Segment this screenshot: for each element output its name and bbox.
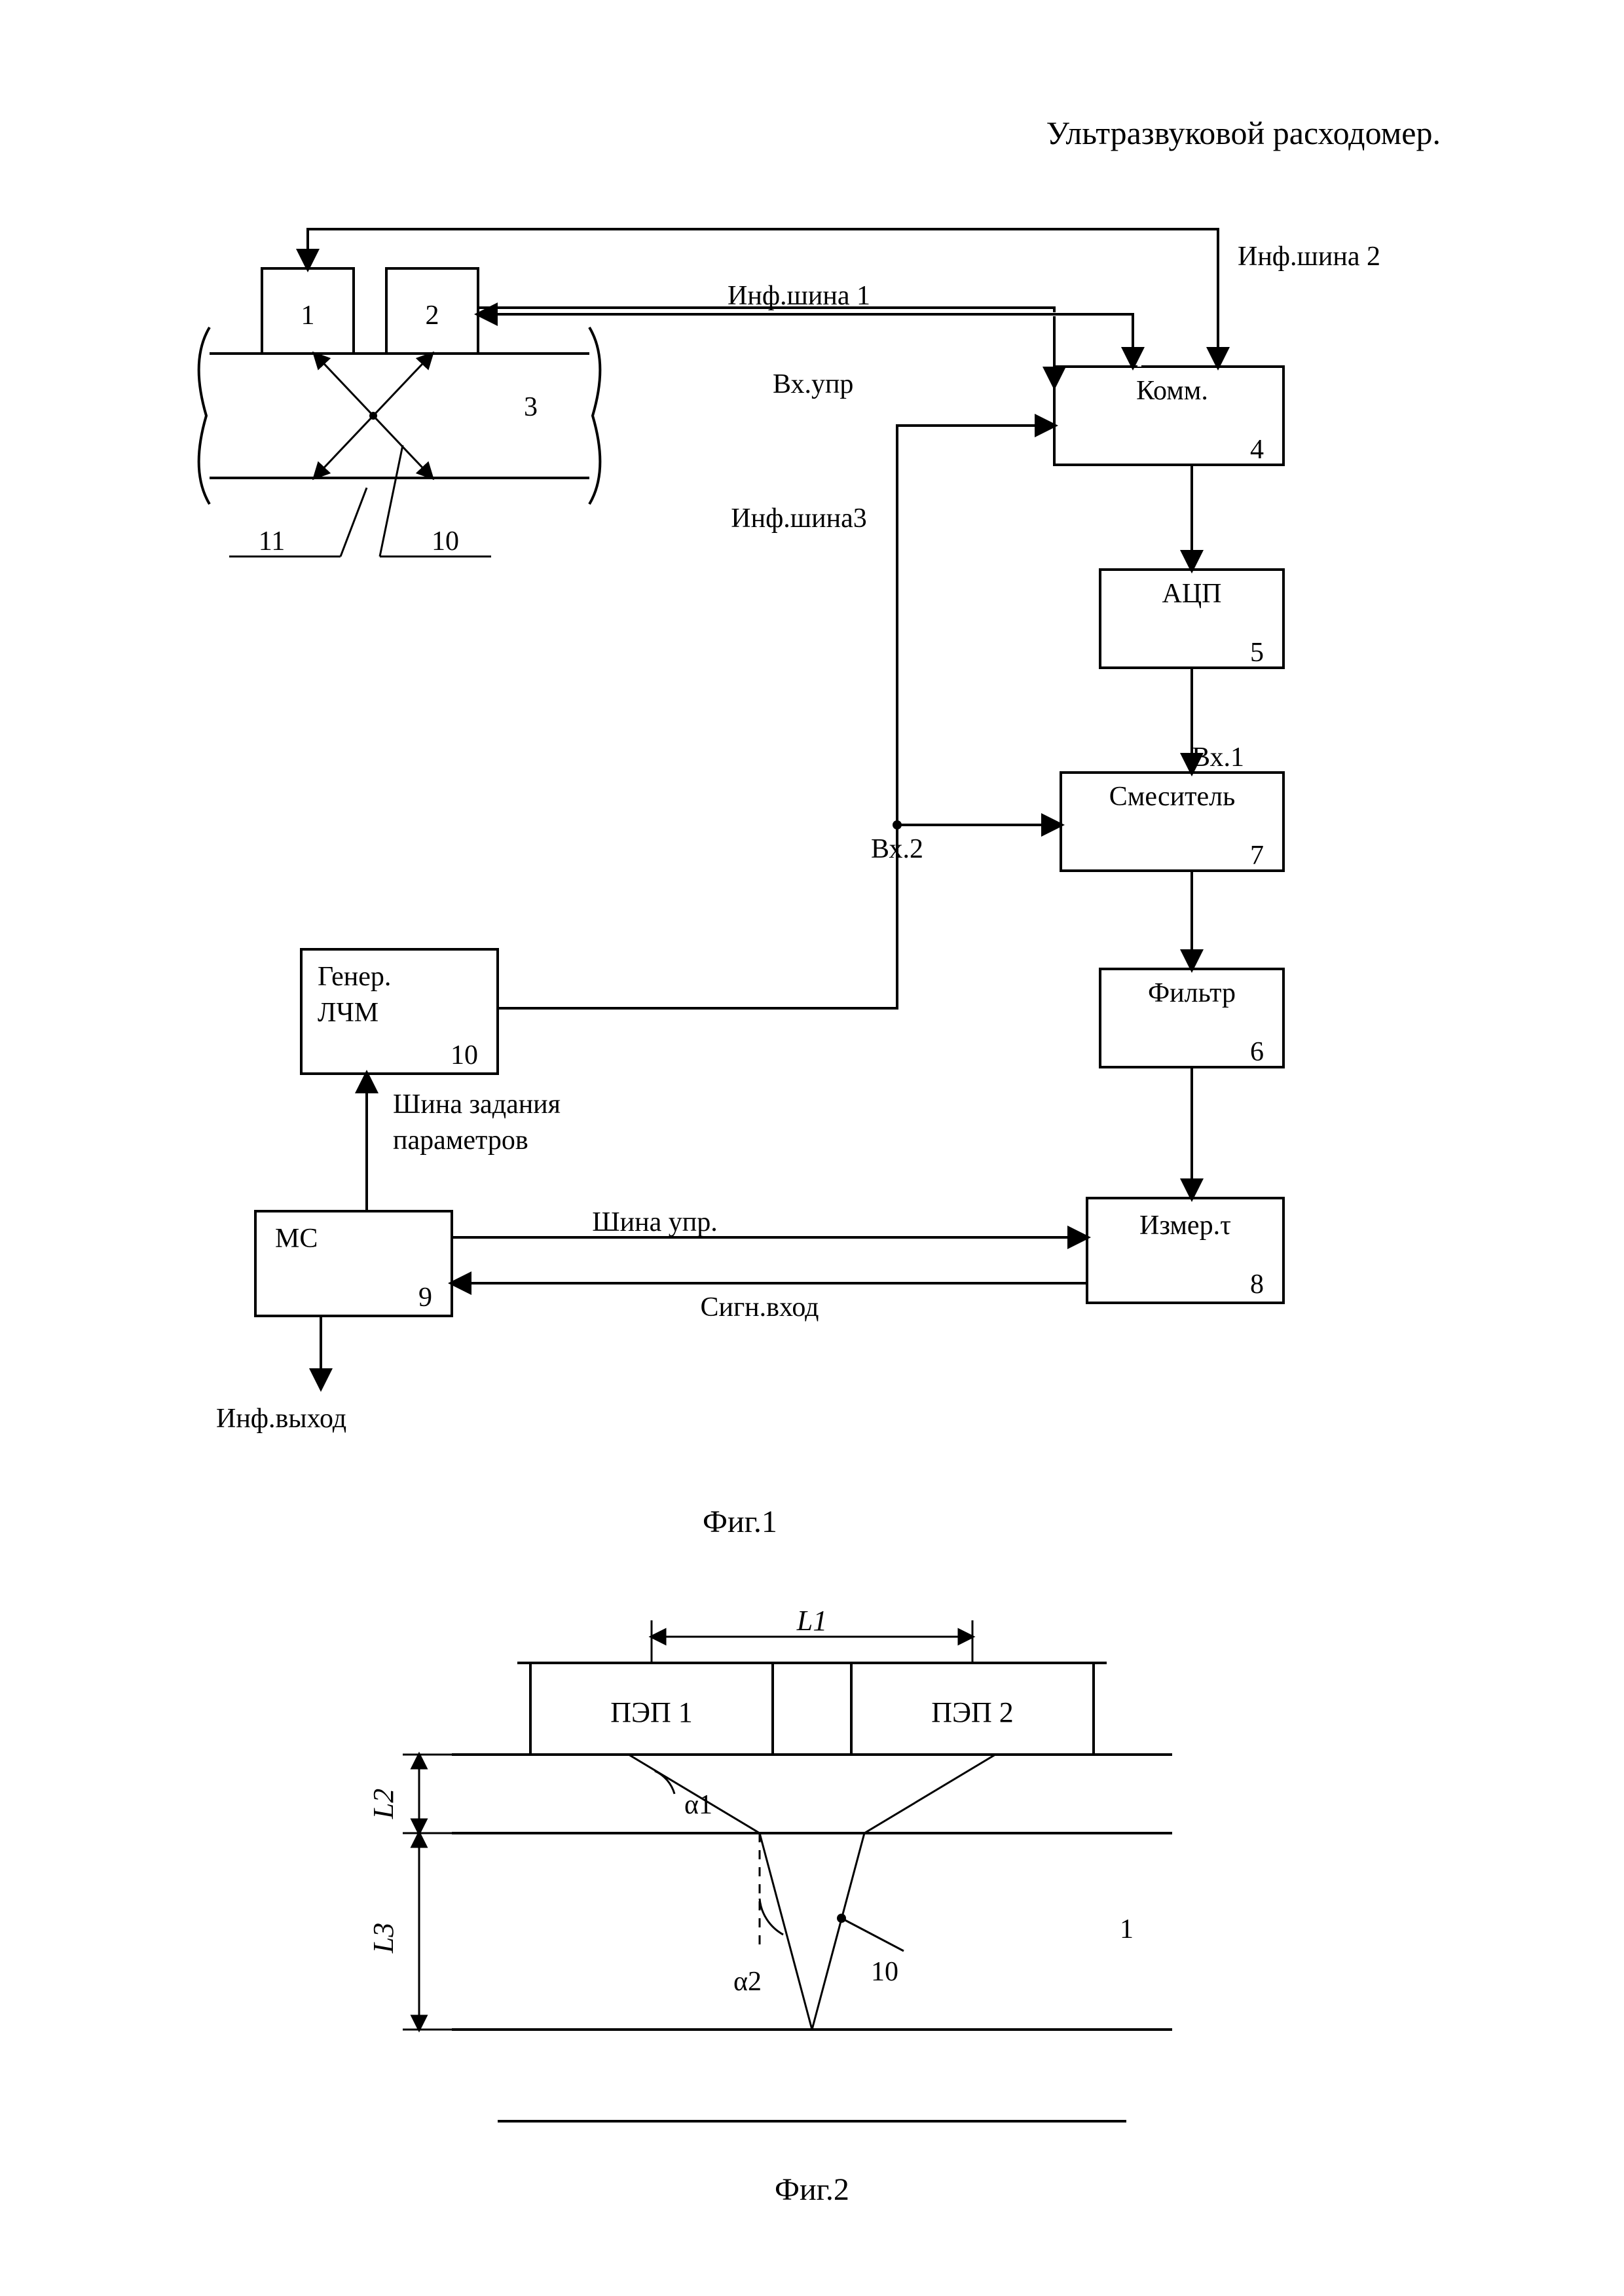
L1-label: L1	[796, 1605, 827, 1637]
pep1-label: ПЭП 1	[610, 1696, 693, 1728]
block-gen-num: 10	[451, 1040, 478, 1070]
fig1: 1 2 3 11 10 Комм. 4 АЦП 5	[199, 229, 1380, 1539]
block-acp-label: АЦП	[1162, 579, 1222, 609]
sign-in-label: Сигн.вход	[700, 1292, 819, 1322]
L3-label: L3	[367, 1923, 399, 1954]
block-izmer-label: Измер.τ	[1139, 1211, 1231, 1241]
fig2: ПЭП 1 ПЭП 2 L1 L2 L3 α1 α2	[367, 1605, 1172, 2207]
page-title: Ультразвуковой расходомер.	[1046, 115, 1441, 151]
bus1-label: Инф.шина 1	[728, 281, 870, 311]
fig2-caption: Фиг.2	[775, 2172, 849, 2207]
block-1-num: 1	[301, 301, 315, 331]
params-label-1: Шина задания	[393, 1089, 561, 1120]
a2-label: α2	[733, 1967, 762, 1997]
pipe-section: 1 2 3 11 10	[199, 268, 600, 556]
block-mixer-label: Смеситель	[1109, 782, 1236, 812]
L2-label: L2	[367, 1789, 399, 1819]
pep2-label: ПЭП 2	[931, 1696, 1014, 1728]
a1-label: α1	[684, 1790, 712, 1820]
block-filter-label: Фильтр	[1148, 978, 1236, 1008]
block-mc-label: МС	[275, 1224, 318, 1254]
bus1-path	[478, 314, 1133, 367]
block-komm-num: 4	[1250, 435, 1264, 465]
inf-out-label: Инф.выход	[216, 1404, 346, 1434]
block-gen-label1: Генер.	[318, 962, 391, 992]
block-gen-label2: ЛЧМ	[318, 998, 378, 1028]
bus3-label: Инф.шина3	[731, 503, 866, 534]
block-2-num: 2	[426, 301, 439, 331]
block-filter-num: 6	[1250, 1037, 1264, 1067]
fig2-lbl10: 10	[871, 1957, 898, 1987]
bus-upr-label: Шина упр.	[592, 1207, 717, 1237]
block-mc-num: 9	[418, 1283, 432, 1313]
block-izmer-num: 8	[1250, 1269, 1264, 1300]
params-label-2: параметров	[393, 1125, 528, 1156]
pipe-label-11: 11	[259, 526, 285, 556]
block-acp-num: 5	[1250, 638, 1264, 668]
pipe-label-3: 3	[524, 392, 538, 422]
mixer-in1: Вх.1	[1192, 742, 1244, 773]
fig2-lbl1: 1	[1120, 1914, 1134, 1944]
pipe-label-10: 10	[432, 526, 459, 556]
block-komm-label: Комм.	[1136, 376, 1208, 406]
vx-upr-label: Вх.упр	[773, 369, 853, 399]
fig1-caption: Фиг.1	[703, 1504, 777, 1539]
figure-svg: Ультразвуковой расходомер. 1 2 3	[0, 0, 1624, 2296]
bus2-label: Инф.шина 2	[1238, 242, 1380, 272]
block-mixer-num: 7	[1250, 841, 1264, 871]
